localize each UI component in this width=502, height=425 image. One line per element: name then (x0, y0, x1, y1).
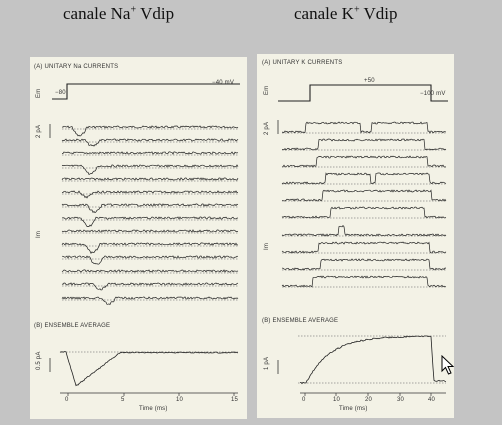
k-tick-10: 10 (333, 397, 341, 403)
na-scale-avg: 0.5 pA (36, 351, 42, 370)
k-section-a-label: (A) UNITARY K CURRENTS (262, 60, 343, 66)
heading-na-sup: + (130, 4, 137, 16)
na-voltage-start: −80 (55, 90, 66, 96)
na-unitary-trace-9 (61, 242, 239, 254)
k-section-b-label: (B) ENSEMBLE AVERAGE (262, 318, 339, 324)
k-time-axis-label: Time (ms) (339, 406, 368, 412)
na-section-a-label: (A) UNITARY Na CURRENTS (34, 64, 119, 70)
k-tick-20: 20 (365, 397, 373, 403)
k-scale-avg: 1 pA (264, 356, 270, 370)
na-unitary-trace-13 (61, 296, 239, 306)
na-time-axis-label: Time (ms) (139, 406, 168, 412)
k-unitary-trace-5 (281, 206, 447, 219)
na-unitary-trace-10 (61, 255, 239, 265)
k-unitary-trace-2 (281, 155, 447, 168)
na-scale-single: 2 pA (36, 124, 42, 138)
na-tick-15: 15 (231, 397, 239, 403)
heading-k-sup: + (353, 4, 360, 16)
na-unitary-trace-0 (61, 125, 239, 137)
k-unitary-trace-4 (281, 189, 447, 202)
k-unitary-trace-3 (281, 172, 447, 185)
na-unitary-trace-2 (61, 151, 239, 155)
na-tick-10: 10 (176, 397, 184, 403)
na-voltage-end: −40 mV (212, 80, 235, 86)
heading-k-rest: Vdip (359, 4, 398, 23)
k-unitary-trace-8 (281, 258, 447, 271)
na-unitary-trace-7 (62, 216, 239, 227)
na-tick-0: 0 (65, 397, 69, 403)
na-unitary-trace-3 (61, 164, 239, 175)
na-im-label: Im (36, 230, 42, 238)
k-tick-30: 30 (397, 397, 405, 403)
na-unitary-trace-12 (61, 282, 239, 291)
na-ensemble-average-trace (59, 351, 239, 387)
na-tick-5: 5 (121, 397, 125, 403)
na-unitary-trace-6 (61, 203, 239, 214)
k-voltage-step (278, 84, 448, 102)
k-voltage-top: +50 (364, 78, 375, 84)
na-section-b-label: (B) ENSEMBLE AVERAGE (34, 323, 111, 329)
mouse-pointer-icon (441, 355, 455, 375)
na-voltage-step (52, 83, 240, 100)
heading-na-channel: canale Na+ Vdip (63, 4, 174, 24)
na-em-label: Em (36, 88, 42, 98)
na-unitary-trace-5 (62, 190, 239, 199)
k-unitary-trace-6 (281, 225, 447, 237)
k-im-label: Im (264, 242, 270, 250)
k-voltage-end: −100 mV (420, 91, 446, 97)
k-ensemble-average-trace (299, 335, 446, 385)
heading-k-channel: canale K+ Vdip (294, 4, 398, 24)
na-figure-panel (30, 57, 247, 419)
k-em-label: Em (264, 85, 270, 95)
k-unitary-trace-1 (282, 138, 447, 151)
k-tick-0: 0 (302, 397, 306, 403)
heading-k-main: canale K (294, 4, 354, 23)
heading-na-rest: Vdip (136, 4, 175, 23)
k-unitary-trace-9 (281, 275, 447, 288)
na-unitary-trace-11 (61, 269, 239, 273)
na-unitary-trace-1 (61, 138, 239, 147)
heading-na-main: canale Na (63, 4, 131, 23)
k-tick-40: 40 (428, 397, 436, 403)
k-unitary-trace-7 (281, 241, 447, 254)
na-unitary-trace-8 (61, 229, 239, 233)
k-scale-single: 2 pA (264, 121, 270, 135)
k-unitary-trace-0 (281, 121, 447, 134)
na-unitary-trace-4 (61, 177, 239, 181)
